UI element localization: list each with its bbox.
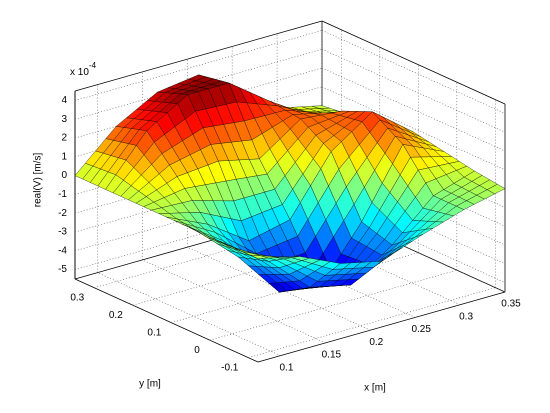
surface-cell: [74, 126, 147, 190]
z-tick-label: -5: [58, 264, 67, 275]
surface-patch: [250, 254, 269, 259]
x-axis-label: x [m]: [364, 383, 386, 394]
multiplier-exponent: -4: [89, 61, 97, 70]
z-grid-line: [321, 86, 506, 171]
z-axis-label: real(V) [m/s]: [33, 153, 44, 208]
surface-cell: [115, 91, 189, 131]
z-tick-label: 1: [61, 151, 67, 162]
x-grid-line: [97, 272, 281, 356]
surface-cell: [227, 244, 300, 262]
surface-cell: [237, 256, 311, 293]
y-tick-label: 0.1: [147, 327, 161, 338]
surface-cell: [187, 82, 260, 162]
z-grid-line: [321, 48, 506, 133]
y-axis-label: y [m]: [139, 379, 161, 390]
surface-cell: [330, 111, 404, 223]
surface-cell: [105, 130, 178, 204]
surface-cell: [268, 256, 341, 288]
surface-cell: [309, 260, 383, 288]
y-grid-line: [209, 269, 457, 341]
y-tick-label: 0.2: [109, 310, 123, 321]
x-tick-label: 0.3: [459, 311, 473, 322]
y-tick-label: 0: [194, 345, 200, 356]
surface-cell: [218, 158, 291, 242]
surface-cell: [361, 144, 434, 246]
z-tick-label: 4: [61, 95, 67, 106]
z-grid-line: [321, 30, 506, 114]
z-grid-line: [74, 48, 323, 120]
z-tick-label: -1: [58, 189, 67, 200]
surface-cell: [432, 170, 506, 210]
x-tick-label: 0.1: [280, 362, 294, 373]
x-tick-label: 0.35: [501, 299, 521, 310]
z-tick-label: 2: [61, 133, 67, 144]
x-grid-line: [321, 208, 506, 293]
x-grid-line: [232, 234, 416, 318]
z-grid-line: [74, 30, 323, 101]
z-tick-label: -4: [58, 245, 67, 256]
z-tick-label: -3: [58, 227, 67, 238]
z-tick-label: 3: [61, 114, 67, 125]
x-tick-label: 0.25: [411, 324, 431, 335]
z-tick-label: 0: [61, 170, 67, 181]
surface-cell: [372, 111, 445, 152]
x-tick-label: 0.15: [322, 350, 342, 361]
surface-cell: [402, 144, 475, 197]
x-grid-line: [276, 221, 461, 306]
axis-box: [74, 278, 259, 363]
surface-cell: [146, 94, 219, 177]
z-tick-label: -2: [58, 208, 67, 219]
x-grid-line: [187, 246, 371, 331]
surface-cell: [259, 118, 332, 221]
y-tick-label: 0.3: [70, 292, 84, 303]
multiplier-base: x 10: [70, 67, 89, 78]
surface-cell: [135, 176, 208, 225]
surface-cell: [391, 195, 465, 246]
axis-box: [74, 20, 323, 92]
x-tick-label: 0.2: [369, 337, 383, 348]
surface-cell: [176, 160, 250, 242]
z-multiplier: x 10-4: [70, 61, 97, 78]
axis-box: [257, 291, 506, 363]
x-grid-line: [142, 259, 326, 344]
axis-box: [321, 20, 506, 105]
y-tick-label: -0.1: [221, 362, 239, 373]
z-grid-line: [321, 67, 506, 152]
y-grid-line: [248, 287, 496, 358]
